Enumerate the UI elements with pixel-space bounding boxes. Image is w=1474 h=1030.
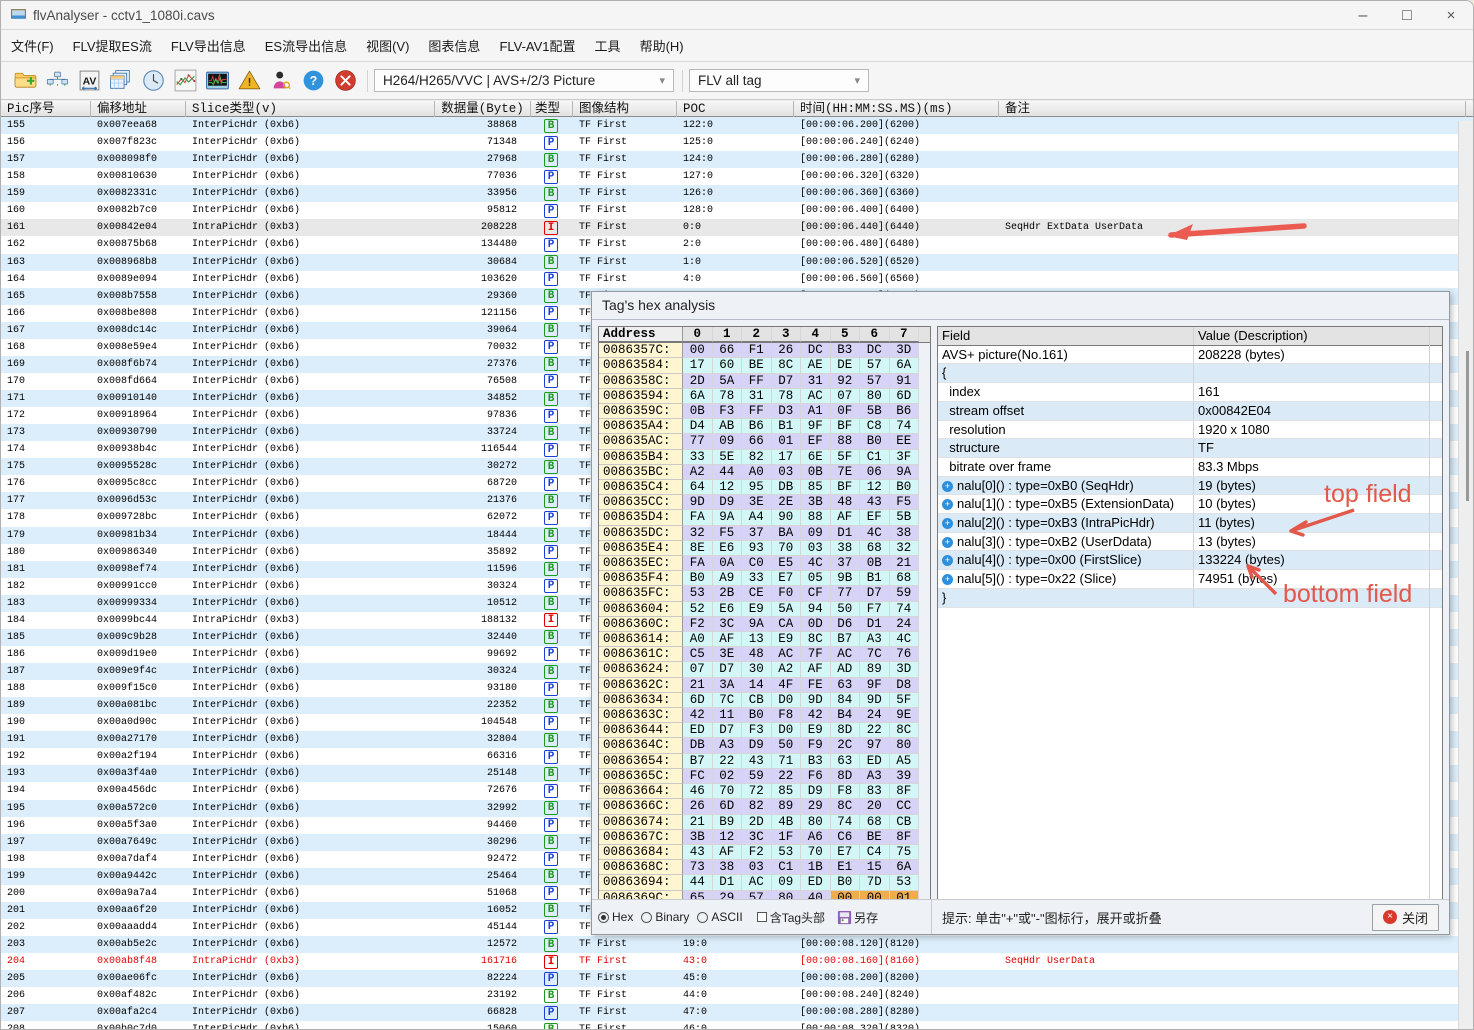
svg-text:AV: AV <box>82 77 96 88</box>
svg-text:?: ? <box>309 74 317 88</box>
